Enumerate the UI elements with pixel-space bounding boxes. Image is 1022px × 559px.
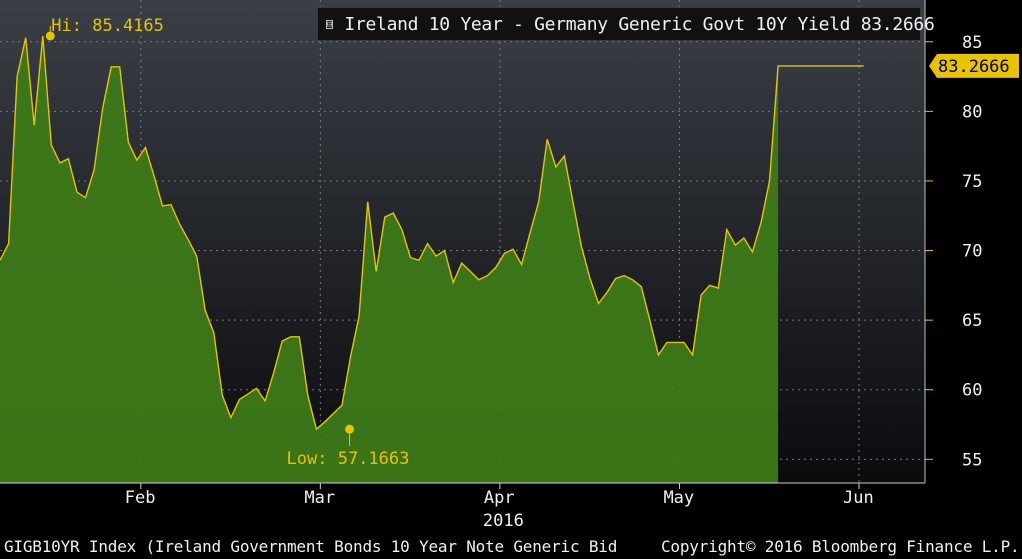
axes: 55 60 65 70 75 80 85 Feb Mar Apr May Jun 2016 bbox=[0, 0, 982, 531]
index-description: GIGB10YR Index (Ireland Government Bonds… bbox=[4, 537, 618, 556]
x-tick-label: Jun bbox=[843, 488, 874, 508]
area-fill bbox=[0, 36, 779, 483]
legend-collapse-icon[interactable]: ⊟ bbox=[326, 19, 334, 30]
last-value-tag bbox=[929, 53, 1019, 78]
y-tick-label: 75 bbox=[962, 172, 982, 192]
legend-label: Ireland 10 Year - Germany Generic Govt 1… bbox=[344, 13, 935, 35]
x-tick-label: Mar bbox=[304, 488, 335, 508]
x-tick-label: Apr bbox=[484, 488, 515, 508]
x-tick-label: May bbox=[663, 488, 694, 508]
high-marker bbox=[45, 31, 55, 41]
y-tick-label: 85 bbox=[962, 33, 982, 53]
low-label: Low: 57.1663 bbox=[287, 449, 410, 469]
low-marker bbox=[345, 424, 355, 434]
high-label: Hi: 85.4165 bbox=[51, 16, 164, 36]
y-tick-label: 80 bbox=[962, 102, 982, 122]
series-line bbox=[0, 35, 864, 431]
y-tick-label: 55 bbox=[962, 450, 982, 470]
legend: ⊟ Ireland 10 Year - Germany Generic Govt… bbox=[317, 7, 935, 41]
copyright-text: Copyright© 2016 Bloomberg Finance L.P. bbox=[661, 537, 1020, 556]
last-value-label: 83.2666 bbox=[938, 57, 1010, 77]
y-tick-label: 70 bbox=[962, 242, 982, 262]
y-tick-label: 60 bbox=[962, 381, 982, 401]
x-year-label: 2016 bbox=[483, 511, 524, 531]
marks: 83.2666 Hi: 85.4165 Low: 57.1663 bbox=[45, 16, 1019, 469]
x-tick-label: Feb bbox=[125, 488, 156, 508]
series-area bbox=[0, 35, 864, 483]
y-tick-label: 65 bbox=[962, 311, 982, 331]
